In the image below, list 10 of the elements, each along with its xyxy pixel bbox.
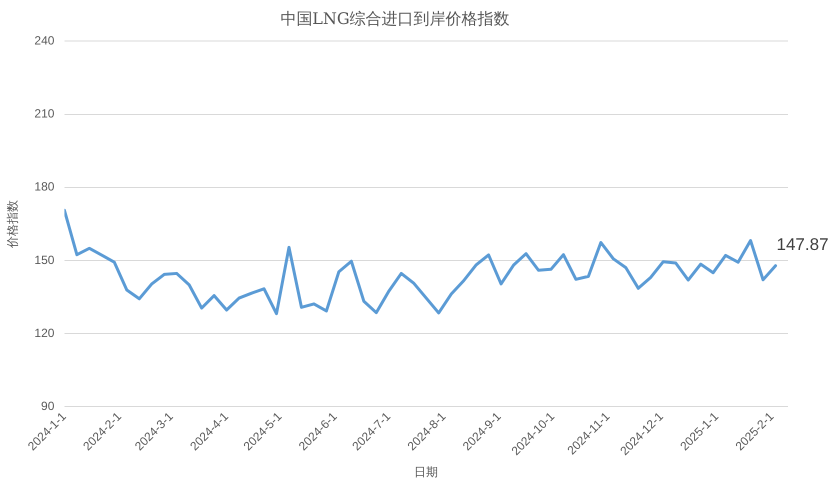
y-tick-label: 240 xyxy=(34,34,55,48)
y-tick-label: 150 xyxy=(34,252,55,267)
y-tick-label: 90 xyxy=(41,399,55,414)
y-tick-label: 180 xyxy=(34,180,55,194)
y-tick-label: 120 xyxy=(34,326,55,340)
x-axis-title: 日期 xyxy=(414,464,438,479)
annotation: 147.87 xyxy=(776,234,829,254)
y-tick-label: 210 xyxy=(34,106,55,121)
y-axis-title: 价格指数 xyxy=(5,200,20,249)
chart-title: 中国LNG综合进口到岸价格指数 xyxy=(280,8,510,28)
